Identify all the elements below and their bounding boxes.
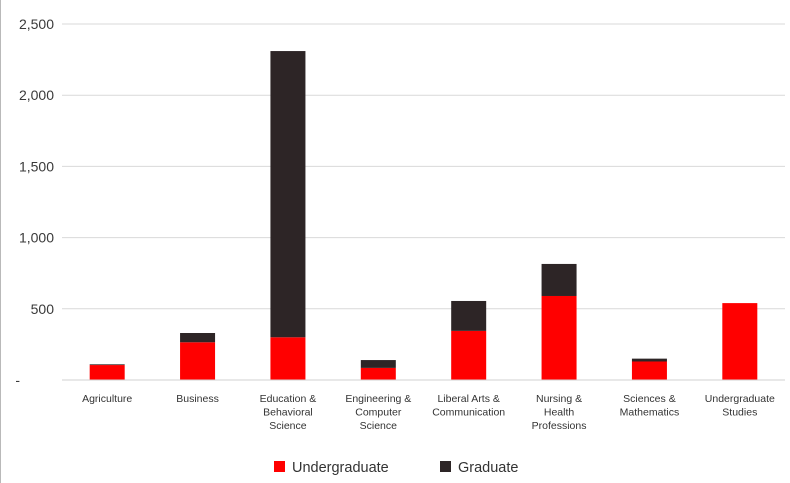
- bar-graduate-1: [89, 364, 125, 366]
- x-tick-label: Agriculture: [82, 393, 132, 405]
- y-tick-label: -: [15, 372, 20, 388]
- x-tick-label: Undergraduate Studies: [705, 393, 775, 419]
- x-tick-label: Sciences & Mathematics: [620, 393, 680, 419]
- y-tick-label: 1,000: [19, 230, 54, 246]
- bar-graduate-3: [270, 51, 306, 338]
- bar-graduate-7: [631, 358, 667, 362]
- bar-undergraduate-2: [180, 342, 216, 380]
- x-tick-label: Liberal Arts & Communication: [432, 393, 505, 419]
- x-tick-label: Nursing & Health Professions: [532, 393, 587, 432]
- y-tick-labels: - 500 1,000 1,500 2,000 2,500: [15, 16, 54, 388]
- legend-label-undergraduate: Undergraduate: [292, 460, 389, 476]
- bar-undergraduate-4: [360, 367, 396, 380]
- y-tick-label: 1,500: [19, 158, 54, 174]
- y-tick-label: 500: [31, 301, 55, 317]
- bar-undergraduate-8: [722, 303, 758, 380]
- bar-undergraduate-6: [541, 295, 577, 380]
- bar-graduate-2: [180, 333, 216, 343]
- x-tick-label: Business: [176, 393, 219, 405]
- x-tick-labels: Agriculture Business Education & Behavioral…: [82, 393, 775, 432]
- bar-undergraduate-5: [451, 330, 487, 380]
- y-tick-label: 2,000: [19, 87, 54, 103]
- gridlines: [62, 23, 785, 310]
- legend-swatch-graduate: [440, 461, 451, 472]
- legend-swatch-undergraduate: [274, 461, 285, 472]
- bar-graduate-5: [451, 300, 487, 331]
- legend: Undergraduate Graduate: [274, 460, 518, 476]
- bar-graduate-4: [360, 360, 396, 368]
- x-tick-label: Engineering & Computer Science: [345, 393, 411, 432]
- bar-undergraduate-3: [270, 337, 306, 380]
- bar-undergraduate-1: [89, 365, 125, 380]
- legend-label-graduate: Graduate: [458, 460, 518, 476]
- bar-graduate-6: [541, 263, 577, 296]
- y-tick-label: 2,500: [19, 16, 54, 32]
- bars: [89, 51, 758, 380]
- x-tick-label: Education & Behavioral Science: [260, 393, 317, 432]
- bar-undergraduate-7: [631, 361, 667, 380]
